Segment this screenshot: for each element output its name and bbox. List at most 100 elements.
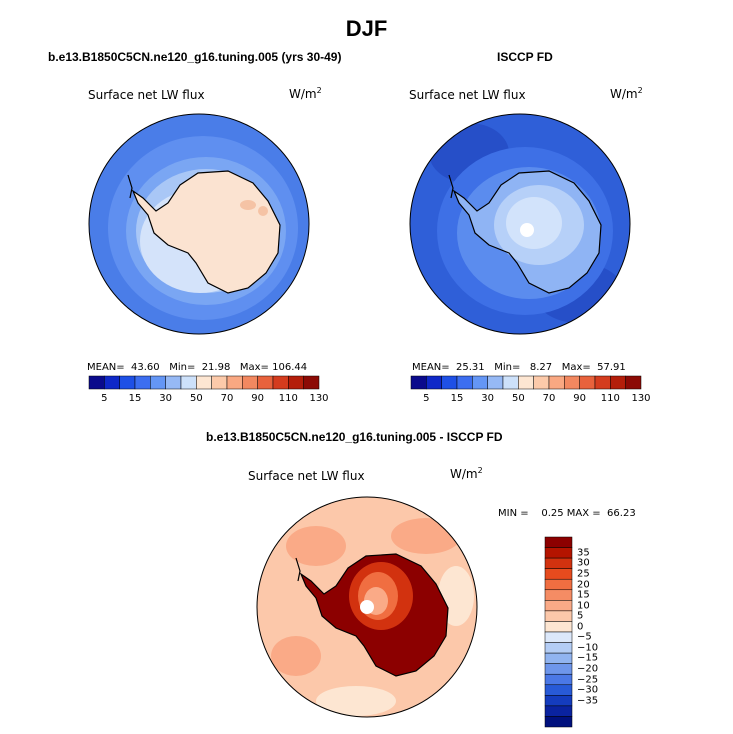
- panel2-units: W/m2: [610, 86, 643, 101]
- panel1-colorbar-label: 90: [251, 393, 265, 404]
- panel3-colorbar-box: [544, 589, 573, 601]
- panel3-colorbar-box: [544, 652, 573, 664]
- panel3-colorbar-box: [544, 673, 573, 686]
- panel1-colorbar-box: [303, 375, 320, 390]
- panel1-map: [88, 113, 310, 335]
- panel3-colorbar-label: 0: [577, 621, 584, 633]
- panel3-colorbar-box: [544, 600, 573, 612]
- panel1-colorbar-label: 130: [309, 393, 329, 404]
- panel2-colorbar-box: [625, 375, 642, 390]
- panel2-case-label: ISCCP FD: [497, 50, 553, 64]
- panel2-colorbar: [410, 375, 642, 390]
- panel2-colorbar-box: [456, 375, 473, 390]
- panel2-colorbar-box: [610, 375, 626, 390]
- panel2-map: [409, 113, 631, 335]
- panel3-variable: Surface net LW flux: [248, 469, 365, 483]
- panel3-colorbar-box: [544, 610, 573, 622]
- panel3-colorbar-label: 30: [577, 557, 590, 569]
- panel1-colorbar-box: [272, 375, 289, 390]
- panel3-colorbar-box: [544, 578, 573, 591]
- panel1-colorbar-box: [288, 375, 304, 390]
- panel2-colorbar-box: [594, 375, 611, 390]
- panel2-colorbar-label: 30: [481, 393, 495, 404]
- panel3-colorbar-box: [544, 684, 573, 696]
- panel3-colorbar-label: −20: [577, 663, 599, 675]
- panel3-colorbar-box: [544, 536, 573, 548]
- panel2-colorbar-label: 5: [423, 393, 430, 404]
- panel2-colorbar-box: [533, 375, 550, 390]
- panel1-variable: Surface net LW flux: [88, 88, 205, 102]
- panel2-colorbar-label: 90: [573, 393, 587, 404]
- panel2-colorbar-box: [426, 375, 442, 390]
- panel1-colorbar-box: [226, 375, 243, 390]
- panel1-colorbar-label: 30: [159, 393, 173, 404]
- panel1-colorbar-box: [134, 375, 151, 390]
- panel3-colorbar-ticks: 35 30 25 20 15 10 5 0 −5 −10 −15 −20 −25 −30 −35: [577, 537, 617, 727]
- panel2-colorbar-box: [472, 375, 488, 390]
- panel1-colorbar-box: [257, 375, 274, 390]
- panel3-colorbar-label: −15: [577, 652, 599, 664]
- panel1-colorbar-ticks: 5 15 30 50 70 90 110 130: [89, 393, 328, 405]
- panel2-colorbar-box: [579, 375, 596, 390]
- panel3-colorbar-label: 20: [577, 579, 590, 590]
- panel3-colorbar-box: [544, 547, 573, 559]
- panel3-colorbar-label: 5: [577, 610, 584, 622]
- panel3-colorbar: [544, 536, 573, 728]
- panel3-colorbar-label: −25: [577, 674, 599, 685]
- panel3-colorbar-box: [544, 663, 573, 675]
- panel3-colorbar-box: [544, 716, 573, 728]
- panel2-stats: MEAN= 25.31 Min= 8.27 Max= 57.91: [412, 362, 626, 373]
- panel2-colorbar-label: 70: [542, 393, 556, 404]
- panel3-colorbar-label: −30: [577, 684, 599, 696]
- panel3-colorbar-box: [544, 695, 573, 707]
- panel3-colorbar-label: 15: [577, 589, 590, 601]
- panel3-colorbar-box: [544, 642, 573, 654]
- plot-title: DJF: [345, 16, 388, 41]
- panel3-colorbar-label: 35: [577, 547, 590, 559]
- panel1-colorbar-box: [211, 375, 228, 390]
- panel3-stats: MIN = 0.25 MAX = 66.23: [498, 508, 636, 519]
- panel1-colorbar-label: 5: [101, 393, 108, 404]
- panel2-variable: Surface net LW flux: [409, 88, 526, 102]
- panel1-colorbar-box: [196, 375, 212, 390]
- panel1-colorbar-box: [242, 375, 258, 390]
- panel3-colorbar-label: −10: [577, 642, 599, 654]
- panel2-colorbar-label: 50: [511, 393, 525, 404]
- panel1-colorbar-box: [88, 375, 105, 390]
- panel1-case-label: b.e13.B1850C5CN.ne120_g16.tuning.005 (yr…: [48, 50, 342, 64]
- panel2-colorbar-label: 130: [631, 393, 651, 404]
- panel3-colorbar-box: [544, 705, 573, 717]
- panel3-colorbar-label: −35: [577, 695, 599, 707]
- panel3-colorbar-label: 25: [577, 568, 590, 580]
- panel2-colorbar-box: [410, 375, 427, 390]
- panel2-colorbar-box: [564, 375, 580, 390]
- panel3-case-label: b.e13.B1850C5CN.ne120_g16.tuning.005 - I…: [206, 430, 503, 444]
- panel3-colorbar-box: [544, 568, 573, 580]
- panel2-colorbar-box: [518, 375, 534, 390]
- panel1-colorbar-box: [150, 375, 166, 390]
- panel2-colorbar-box: [487, 375, 504, 390]
- panel3-colorbar-box: [544, 631, 573, 643]
- panel2-colorbar-box: [548, 375, 565, 390]
- panel2-colorbar-label: 110: [600, 393, 620, 404]
- panel3-colorbar-box: [544, 621, 573, 633]
- panel1-stats: MEAN= 43.60 Min= 21.98 Max= 106.44: [87, 362, 308, 373]
- panel2-colorbar-label: 15: [450, 393, 464, 404]
- panel2-colorbar-box: [441, 375, 458, 390]
- panel2-colorbar-ticks: 5 15 30 50 70 90 110 130: [411, 393, 650, 405]
- panel1-colorbar-box: [104, 375, 120, 390]
- panel3-colorbar-box: [544, 557, 573, 569]
- panel1-colorbar-box: [165, 375, 182, 390]
- panel1-colorbar-label: 110: [278, 393, 298, 404]
- panel3-colorbar-label: 10: [577, 600, 590, 612]
- panel1-colorbar-box: [119, 375, 136, 390]
- panel1-colorbar-label: 15: [128, 393, 142, 404]
- panel3-colorbar-label: −5: [577, 631, 592, 643]
- panel3-map: [256, 496, 478, 718]
- panel2-colorbar-box: [502, 375, 519, 390]
- panel1-colorbar-label: 50: [189, 393, 203, 404]
- panel1-colorbar: [88, 375, 320, 390]
- panel1-colorbar-box: [180, 375, 197, 390]
- panel1-colorbar-label: 70: [220, 393, 234, 404]
- panel3-units: W/m2: [450, 466, 483, 481]
